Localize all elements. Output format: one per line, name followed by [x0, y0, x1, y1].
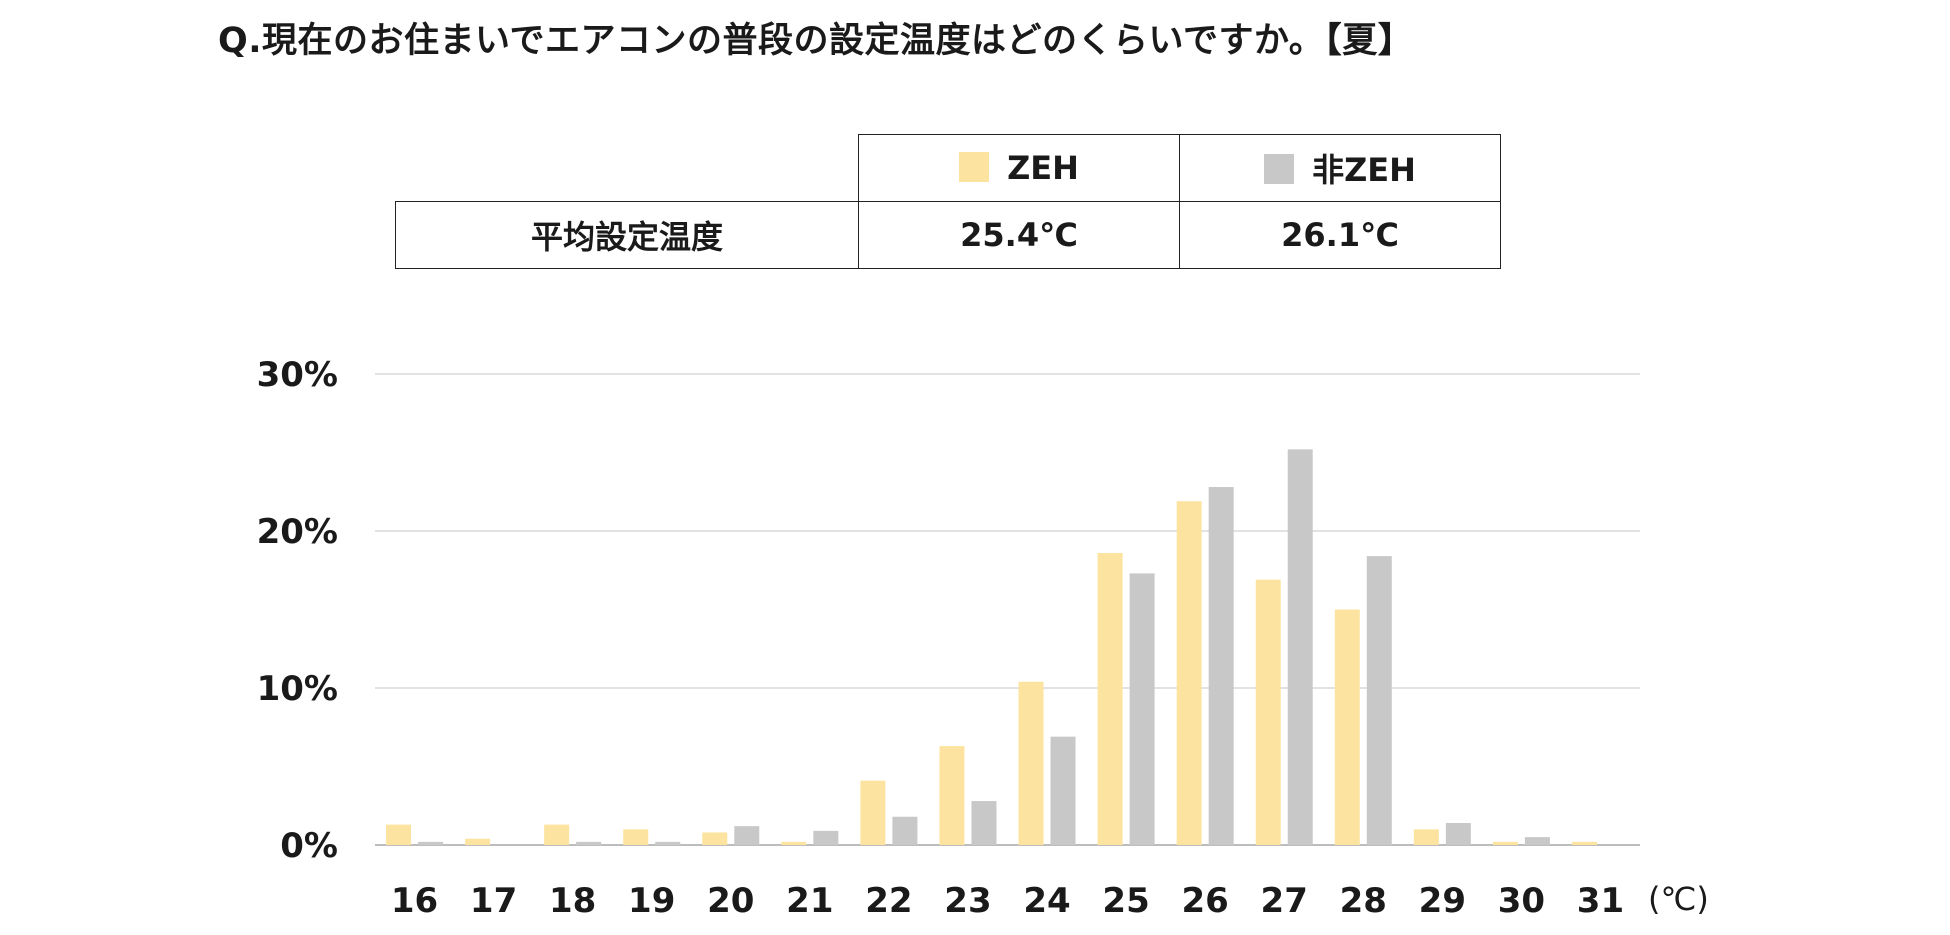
x-tick-label: 27 [1261, 881, 1308, 921]
x-tick-label: 24 [1023, 881, 1070, 921]
non-zeh-average-value: 26.1℃ [1179, 201, 1501, 269]
zeh-bar [386, 824, 412, 845]
x-tick-label: 30 [1498, 881, 1545, 921]
y-tick-label: 30% [257, 355, 338, 395]
non-zeh-bar [1445, 823, 1471, 845]
summary-value-row: 平均設定温度 25.4℃ 26.1℃ [395, 201, 1501, 269]
chart-title: Q.現在のお住まいでエアコンの普段の設定温度はどのくらいですか。【夏】 [218, 21, 1414, 61]
x-tick-label: 20 [707, 881, 754, 921]
non-zeh-legend-swatch [1264, 154, 1295, 184]
zeh-legend-swatch [959, 152, 990, 182]
zeh-bar [1018, 681, 1044, 845]
x-tick-label: 19 [628, 881, 675, 921]
x-axis-unit-label: (℃) [1648, 880, 1709, 918]
y-tick-label: 0% [280, 826, 338, 866]
zeh-legend-label: ZEH [1007, 149, 1079, 187]
zeh-average-value: 25.4℃ [858, 201, 1180, 269]
non-zeh-bar [1050, 736, 1076, 845]
y-tick-label: 20% [257, 512, 338, 552]
x-tick-label: 25 [1102, 881, 1149, 921]
summary-header-non-zeh: 非ZEH [1179, 134, 1501, 202]
non-zeh-legend-label: 非ZEH [1312, 151, 1416, 189]
zeh-bar [1176, 501, 1202, 845]
non-zeh-bar [1287, 449, 1313, 845]
x-tick-label: 22 [865, 881, 912, 921]
non-zeh-bar [1524, 837, 1550, 845]
zeh-bar [939, 746, 965, 845]
zeh-bar [465, 838, 491, 845]
x-tick-label: 31 [1577, 881, 1624, 921]
non-zeh-bar [734, 826, 760, 845]
zeh-bar [1413, 829, 1439, 845]
summary-header-row: ZEH 非ZEH [395, 134, 1501, 202]
zeh-bar [544, 824, 570, 845]
non-zeh-bar [576, 841, 602, 845]
zeh-bar [1097, 552, 1123, 845]
summary-row-label: 平均設定温度 [395, 201, 859, 269]
x-tick-label: 18 [549, 881, 596, 921]
zeh-bar [1571, 841, 1597, 845]
non-zeh-bar [813, 830, 839, 845]
non-zeh-bar [892, 816, 918, 845]
x-tick-label: 29 [1419, 881, 1466, 921]
non-zeh-bar [418, 841, 444, 845]
y-tick-label: 10% [257, 669, 338, 709]
x-tick-label: 26 [1181, 881, 1228, 921]
non-zeh-bar [1208, 487, 1234, 845]
zeh-bar [781, 841, 807, 845]
x-tick-label: 21 [786, 881, 833, 921]
zeh-bar [1255, 579, 1281, 845]
x-tick-label: 28 [1340, 881, 1387, 921]
zeh-bar [860, 780, 886, 845]
summary-header-zeh: ZEH [858, 134, 1180, 202]
x-tick-label: 17 [470, 881, 517, 921]
non-zeh-bar [971, 801, 997, 845]
x-tick-label: 16 [391, 881, 438, 921]
non-zeh-bar [1129, 573, 1155, 845]
non-zeh-bar [655, 841, 681, 845]
zeh-bar [1492, 841, 1518, 845]
summary-corner-cell [395, 134, 859, 202]
zeh-bar [702, 832, 728, 845]
summary-table: ZEH 非ZEH 平均設定温度 25.4℃ 26.1℃ [395, 134, 1501, 269]
zeh-bar [1334, 609, 1360, 845]
zeh-bar [623, 829, 649, 845]
non-zeh-bar [1366, 556, 1392, 845]
x-tick-label: 23 [944, 881, 991, 921]
